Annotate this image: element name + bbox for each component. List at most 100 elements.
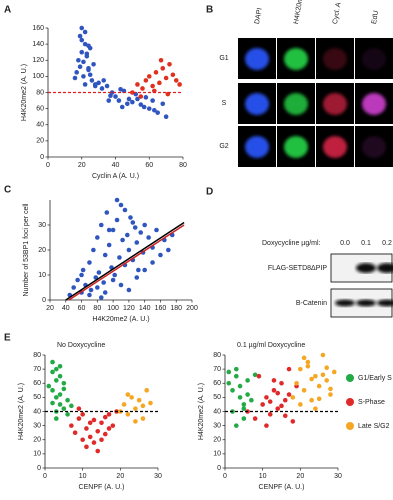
point xyxy=(286,366,292,372)
y-tick-label: 30 xyxy=(38,222,46,229)
point xyxy=(106,227,112,233)
y-tick-label: 60 xyxy=(36,105,44,112)
point xyxy=(226,369,232,375)
fit-line xyxy=(68,224,185,301)
y-tick-label: 30 xyxy=(213,422,221,429)
point xyxy=(71,285,76,290)
nucleus xyxy=(284,48,308,70)
dose-label: 0.0 xyxy=(340,240,350,247)
point xyxy=(166,247,171,253)
x-tick-label: 10 xyxy=(259,473,267,480)
point xyxy=(87,72,93,78)
point xyxy=(286,392,292,397)
point xyxy=(324,365,330,371)
point xyxy=(237,383,243,389)
point xyxy=(130,99,135,105)
point xyxy=(163,75,169,81)
point xyxy=(140,403,146,409)
point xyxy=(142,267,147,273)
x-tick-label: 80 xyxy=(93,305,101,312)
point xyxy=(234,373,239,379)
point xyxy=(91,61,96,67)
y-axis-label: H4K20me2 (A. U.) xyxy=(21,64,28,121)
blot-title: Doxycycline µg/ml: xyxy=(262,240,321,247)
point xyxy=(46,383,52,389)
point xyxy=(79,272,84,278)
panel-label: A xyxy=(4,5,11,16)
point xyxy=(61,380,67,386)
point xyxy=(50,388,55,393)
point xyxy=(86,67,91,73)
point xyxy=(89,78,95,83)
point xyxy=(61,386,67,392)
point xyxy=(148,400,153,406)
point xyxy=(144,388,149,393)
point xyxy=(125,232,130,238)
point xyxy=(125,412,131,417)
point xyxy=(282,397,288,403)
nucleus xyxy=(323,48,347,70)
legend-label: S-Phase xyxy=(358,399,385,406)
point xyxy=(140,416,146,421)
point xyxy=(54,416,59,421)
point xyxy=(128,215,133,220)
x-tick-label: 20 xyxy=(296,473,304,480)
x-tick-label: 100 xyxy=(107,305,119,312)
point xyxy=(126,247,132,253)
column-label: Cycl. A xyxy=(332,2,343,25)
point xyxy=(271,378,277,383)
point xyxy=(157,80,162,86)
band xyxy=(356,299,376,307)
point xyxy=(328,392,333,397)
point xyxy=(106,412,112,417)
panel-label: E xyxy=(4,333,11,344)
point xyxy=(252,416,258,421)
y-tick-label: 20 xyxy=(36,138,44,145)
point xyxy=(298,366,303,372)
point xyxy=(76,57,81,63)
point xyxy=(313,406,318,411)
point xyxy=(91,247,96,253)
point xyxy=(279,380,284,386)
point xyxy=(132,225,138,230)
point xyxy=(87,434,93,440)
point xyxy=(249,397,254,403)
y-tick-label: 20 xyxy=(213,437,221,444)
point xyxy=(267,412,273,417)
y-tick-label: 70 xyxy=(213,366,221,373)
point xyxy=(65,397,70,403)
point xyxy=(126,287,132,293)
point xyxy=(234,423,239,428)
y-tick-label: 100 xyxy=(32,73,44,80)
row-label: S xyxy=(222,100,227,107)
point xyxy=(57,373,63,379)
y-tick-label: 40 xyxy=(213,408,221,415)
x-tick-label: 40 xyxy=(112,162,120,169)
point xyxy=(275,390,281,396)
point xyxy=(110,227,116,233)
point xyxy=(69,423,74,428)
point xyxy=(114,197,120,203)
point xyxy=(153,70,159,75)
legend-marker xyxy=(346,422,354,430)
point xyxy=(69,403,74,409)
point xyxy=(57,402,63,407)
point xyxy=(114,217,120,223)
point xyxy=(102,431,108,437)
x-tick-label: 140 xyxy=(139,305,151,312)
point xyxy=(72,430,78,435)
band xyxy=(377,263,393,273)
column-label: H4K20me2 xyxy=(293,0,306,25)
band xyxy=(356,263,376,273)
point xyxy=(80,412,85,417)
point xyxy=(230,388,235,393)
point xyxy=(324,378,330,383)
x-tick-label: 30 xyxy=(334,473,342,480)
point xyxy=(81,59,86,65)
point xyxy=(84,444,89,450)
point xyxy=(275,406,281,411)
point xyxy=(82,82,88,87)
y-axis-label: Number of 53BP1 foci per cell xyxy=(23,203,30,296)
point xyxy=(264,423,269,428)
